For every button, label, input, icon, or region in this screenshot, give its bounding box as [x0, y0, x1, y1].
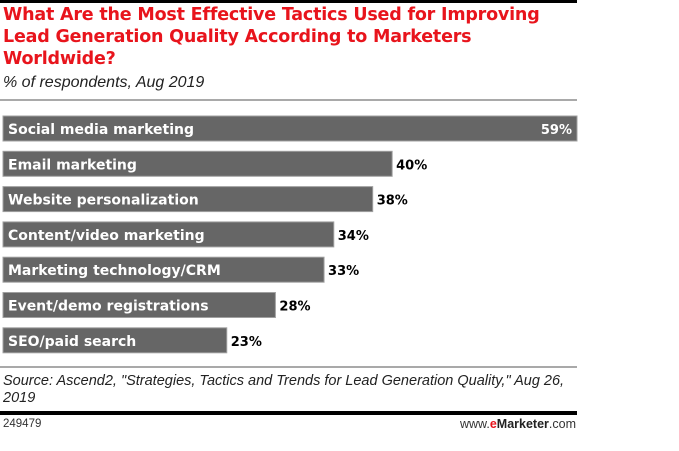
- bar: [2, 256, 325, 283]
- value-label: 33%: [328, 264, 359, 279]
- bar: [2, 150, 393, 177]
- bar: [2, 186, 374, 213]
- chart-title: What Are the Most Effective Tactics Used…: [3, 5, 540, 69]
- bottom-rule: [0, 411, 577, 415]
- bar-group: Content/video marketing 34%: [2, 221, 369, 248]
- brand-suffix: .com: [548, 417, 576, 431]
- bar-group: SEO/paid search 23%: [2, 327, 262, 354]
- value-label: 40%: [396, 158, 427, 173]
- footer-divider: [0, 366, 577, 368]
- bar-group: Event/demo registrations 28%: [2, 292, 311, 318]
- value-label: 34%: [338, 229, 369, 244]
- category-label: Social media marketing: [8, 122, 194, 138]
- bar: [2, 292, 276, 318]
- bar-group: Website personalization 38%: [2, 186, 408, 213]
- emarketer-logo: www.eMarketer.com: [460, 417, 576, 431]
- value-label: 59%: [541, 123, 572, 138]
- chart-id: 249479: [3, 418, 42, 430]
- bar: [2, 327, 228, 354]
- value-label: 28%: [279, 300, 310, 315]
- bar-group: Marketing technology/CRM 33%: [2, 256, 359, 283]
- bar: [2, 115, 578, 142]
- value-label: 23%: [231, 335, 262, 350]
- value-label: 38%: [377, 194, 408, 209]
- chart-subtitle: % of respondents, Aug 2019: [3, 74, 205, 91]
- category-label: Email marketing: [8, 157, 137, 173]
- category-label: Website personalization: [8, 193, 199, 209]
- category-label: Content/video marketing: [8, 228, 205, 244]
- brand-name: Marketer: [496, 417, 549, 431]
- category-label: SEO/paid search: [8, 334, 136, 350]
- category-label: Marketing technology/CRM: [8, 263, 221, 279]
- bar-group: Email marketing 40%: [2, 150, 427, 177]
- brand-prefix: www.: [459, 417, 490, 431]
- top-rule: [0, 0, 577, 3]
- bar-group: Social media marketing 59%: [2, 115, 578, 142]
- bar: [2, 221, 335, 248]
- header-divider: [0, 99, 577, 101]
- bar-chart: Social media marketing 59% Email marketing…: [2, 115, 578, 354]
- source-note: Source: Ascend2, "Strategies, Tactics an…: [3, 373, 565, 406]
- category-label: Event/demo registrations: [8, 299, 209, 315]
- brand-e: e: [489, 417, 497, 431]
